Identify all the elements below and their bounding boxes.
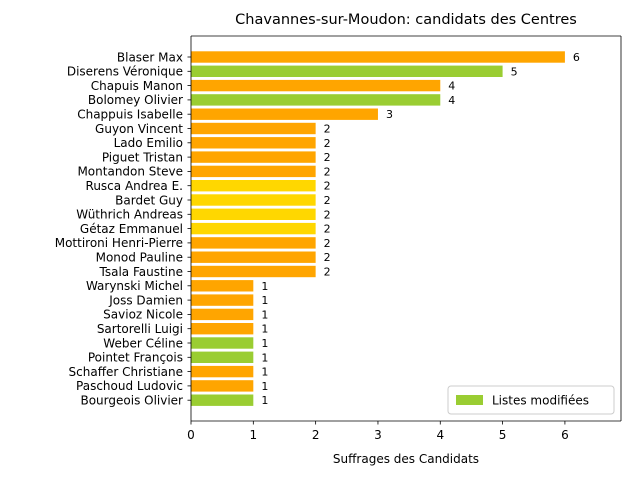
bar xyxy=(191,294,254,306)
chart-title: Chavannes-sur-Moudon: candidats des Cent… xyxy=(235,12,577,28)
category-label: Bolomey Olivier xyxy=(88,93,183,107)
value-label: 2 xyxy=(324,208,331,221)
category-label: Pointet François xyxy=(88,351,183,365)
x-tick-label: 1 xyxy=(249,428,257,442)
bar xyxy=(191,79,441,92)
category-label: Warynski Michel xyxy=(86,279,183,293)
bar xyxy=(191,165,316,178)
bar xyxy=(191,365,254,378)
value-label: 1 xyxy=(261,323,268,336)
value-label: 1 xyxy=(261,280,268,293)
category-label: Paschoud Ludovic xyxy=(76,379,183,393)
category-label: Weber Céline xyxy=(103,336,183,350)
category-label: Joss Damien xyxy=(108,293,183,307)
category-label: Lado Emilio xyxy=(114,136,183,150)
category-label: Schaffer Christiane xyxy=(69,365,183,379)
category-label: Mottironi Henri-Pierre xyxy=(55,236,183,250)
plot-area: Blaser Max 6 Diserens Véronique 5 Chapuis Ma… xyxy=(55,35,622,442)
category-label: Piguet Tristan xyxy=(102,150,183,164)
bar xyxy=(191,208,316,220)
value-label: 2 xyxy=(324,194,331,207)
category-label: Chapuis Manon xyxy=(91,79,183,93)
category-label: Bardet Guy xyxy=(115,193,183,207)
legend-label: Listes modifiées xyxy=(492,394,589,408)
bar xyxy=(191,308,254,321)
x-tick-label: 2 xyxy=(312,428,320,442)
bar xyxy=(191,65,503,77)
value-label: 5 xyxy=(511,65,518,78)
value-label: 1 xyxy=(261,337,268,350)
value-label: 2 xyxy=(324,151,331,164)
category-label: Blaser Max xyxy=(117,50,183,64)
bar xyxy=(191,151,316,163)
bar xyxy=(191,265,316,278)
category-label: Monod Pauline xyxy=(96,251,183,265)
bar xyxy=(191,280,254,292)
category-label: Diserens Véronique xyxy=(67,65,183,79)
bar xyxy=(191,122,316,135)
x-tick-label: 4 xyxy=(436,428,444,442)
category-label: Tsala Faustine xyxy=(99,265,184,279)
bar xyxy=(191,337,254,349)
value-label: 4 xyxy=(448,80,455,93)
value-label: 1 xyxy=(261,351,268,364)
bar xyxy=(191,222,316,235)
value-label: 2 xyxy=(324,237,331,250)
bar xyxy=(191,94,441,106)
value-label: 2 xyxy=(324,180,331,193)
bar xyxy=(191,351,254,363)
bar xyxy=(191,180,316,192)
x-tick-label: 3 xyxy=(374,428,382,442)
bar xyxy=(191,323,254,335)
value-label: 1 xyxy=(261,394,268,407)
legend-swatch xyxy=(456,395,483,405)
value-label: 3 xyxy=(386,108,393,121)
category-label: Gétaz Emmanuel xyxy=(80,222,183,236)
category-label: Bourgeois Olivier xyxy=(80,394,183,408)
bar xyxy=(191,51,565,63)
category-label: Guyon Vincent xyxy=(95,122,183,136)
category-label: Montandon Steve xyxy=(77,165,183,179)
x-tick-label: 0 xyxy=(187,428,195,442)
x-tick-label: 5 xyxy=(499,428,507,442)
category-label: Chappuis Isabelle xyxy=(77,108,183,122)
category-label: Wüthrich Andreas xyxy=(76,208,183,222)
category-label: Savioz Nicole xyxy=(103,308,183,322)
legend-box xyxy=(447,385,615,415)
value-label: 2 xyxy=(324,123,331,136)
x-tick-label: 6 xyxy=(561,428,569,442)
value-label: 1 xyxy=(261,294,268,307)
value-label: 1 xyxy=(261,308,268,321)
value-label: 6 xyxy=(573,51,580,64)
category-label: Sartorelli Luigi xyxy=(97,322,183,336)
x-axis-label: Suffrages des Candidats xyxy=(333,452,479,466)
bar xyxy=(191,251,316,263)
value-label: 1 xyxy=(261,380,268,393)
bar xyxy=(191,394,254,406)
value-label: 2 xyxy=(324,165,331,178)
category-label: Rusca Andrea E. xyxy=(86,179,183,193)
bar xyxy=(191,194,316,206)
value-label: 2 xyxy=(324,223,331,236)
value-label: 2 xyxy=(324,266,331,279)
value-label: 2 xyxy=(324,137,331,150)
bar xyxy=(191,108,378,120)
bar xyxy=(191,237,316,249)
bar xyxy=(191,137,316,149)
value-label: 1 xyxy=(261,366,268,379)
bar xyxy=(191,380,254,392)
value-label: 2 xyxy=(324,251,331,264)
value-label: 4 xyxy=(448,94,455,107)
